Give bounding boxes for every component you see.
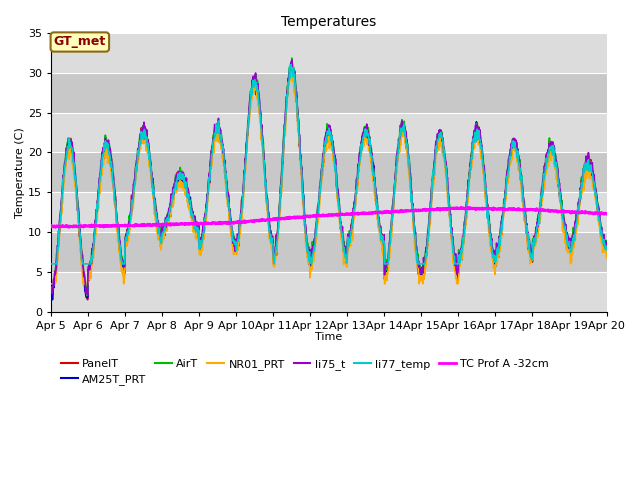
- Title: Temperatures: Temperatures: [281, 15, 376, 29]
- Bar: [51, 232, 607, 272]
- Bar: [51, 192, 607, 232]
- Text: GT_met: GT_met: [54, 36, 106, 48]
- Bar: [51, 113, 607, 153]
- Y-axis label: Temperature (C): Temperature (C): [15, 127, 25, 218]
- Bar: [51, 33, 607, 73]
- Bar: [51, 73, 607, 113]
- Legend: PanelT, AM25T_PRT, AirT, NR01_PRT, li75_t, li77_temp, TC Prof A -32cm: PanelT, AM25T_PRT, AirT, NR01_PRT, li75_…: [56, 354, 554, 390]
- X-axis label: Time: Time: [315, 332, 342, 342]
- Bar: [51, 153, 607, 192]
- Bar: [51, 272, 607, 312]
